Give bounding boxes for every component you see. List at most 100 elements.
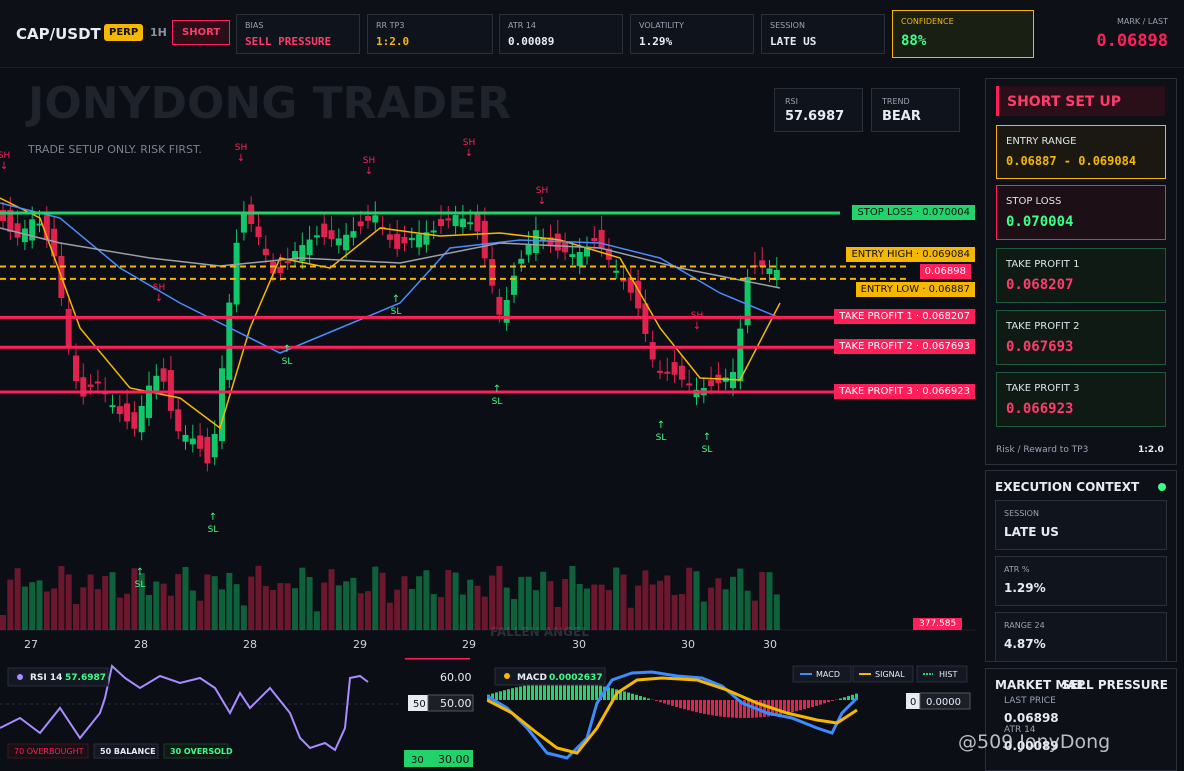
decor-volume [730, 577, 736, 630]
confidence: CONFIDENCE 88% [892, 10, 1034, 58]
label: ATR 14 [508, 21, 536, 30]
decor-candle [365, 216, 371, 221]
decor-volume [489, 576, 495, 630]
marker-label: SH [235, 143, 247, 153]
last-value: 0.06898 [1004, 711, 1059, 725]
decor-volume [635, 586, 641, 630]
label: RR TP3 [376, 21, 404, 30]
decor-candle [241, 214, 247, 232]
label: VOLATILITY [639, 21, 684, 30]
value: LATE US [1004, 525, 1059, 539]
decor-volume [467, 580, 473, 630]
context-title: EXECUTION CONTEXT [995, 480, 1139, 494]
setup-title-bar: SHORT SET UP [996, 86, 1165, 116]
decor-volume [438, 597, 444, 630]
decor-volume [314, 611, 320, 630]
chart-subtitle: TRADE SETUP ONLY. RISK FIRST. [27, 143, 202, 156]
label: ENTRY RANGE [1006, 136, 1076, 147]
marker-arrow: ↓ [0, 161, 8, 172]
decor-hist [691, 700, 694, 711]
decor-volume [642, 570, 648, 630]
side: SHORT [172, 20, 230, 45]
decor-volume [387, 603, 393, 630]
decor-hist [679, 700, 682, 708]
macd-value: 0.0002637 [549, 673, 603, 683]
decor-candle [336, 238, 342, 245]
decor-volume [518, 577, 524, 630]
decor-hist [839, 698, 842, 700]
decor-volume [168, 596, 174, 630]
decor-candle [204, 437, 210, 463]
level-value: 0.068207 [922, 311, 970, 322]
decor-volume [241, 605, 247, 630]
decor-volume [584, 589, 590, 630]
marker-arrow: ↑ [136, 567, 144, 578]
decor-volume [526, 577, 532, 630]
decor-volume [73, 604, 79, 630]
timeframe[interactable]: 1H [150, 26, 167, 39]
decor-candle [438, 219, 444, 226]
decor-volume [219, 589, 225, 630]
x-tick-label: 30 [763, 638, 777, 651]
marker-label: SL [492, 397, 503, 407]
level-value: 0.070004 [922, 207, 970, 218]
decor-volume [153, 582, 159, 630]
decor-volume [460, 595, 466, 630]
decor-hist [531, 684, 534, 700]
decor-candle [402, 237, 408, 243]
decor-hist [591, 684, 594, 700]
zero-badge: 0 [910, 697, 916, 708]
decor-hist [831, 700, 834, 701]
decor-hist [519, 686, 522, 700]
badge: PERP [104, 24, 143, 41]
decor-volume [423, 570, 429, 630]
decor-volume [270, 590, 276, 630]
decor-candle [708, 380, 714, 386]
decor-hist [583, 683, 586, 700]
marker-arrow: ↑ [703, 432, 711, 443]
decor-candle [358, 221, 364, 226]
decor-hist [727, 700, 730, 717]
value: 57.6987 [785, 109, 844, 124]
decor-volume [774, 594, 780, 630]
marker-arrow: ↑ [392, 294, 400, 305]
label: RANGE 24 [1004, 621, 1045, 630]
decor-hist [671, 700, 674, 706]
decor-candle [263, 249, 269, 255]
decor-hist [851, 695, 854, 700]
decor-volume [715, 578, 721, 630]
decor-volume [226, 573, 232, 630]
decor-volume [664, 575, 670, 630]
decor-volume [606, 590, 612, 630]
decor-volume [190, 591, 196, 630]
decor-hist [659, 700, 662, 702]
decor-volume [307, 577, 313, 630]
decor-candle [475, 213, 481, 231]
level-value: 0.06887 [929, 284, 970, 295]
decor-hist [735, 700, 738, 718]
decor-candle [329, 230, 335, 239]
decor-volume [767, 572, 773, 630]
marker-arrow: ↓ [237, 153, 245, 164]
decor-candle [153, 376, 159, 391]
decor-volume [248, 577, 254, 630]
label: TREND [882, 97, 910, 106]
decor-volume [475, 586, 481, 630]
volume-label: 377.585 [913, 618, 962, 630]
decor-volume [256, 566, 262, 630]
decor-volume [686, 568, 692, 630]
decor-volume [577, 584, 583, 630]
decor-hist [683, 700, 686, 709]
decor-hist [507, 689, 510, 700]
decor-candle [504, 300, 510, 323]
decor-volume [66, 574, 72, 630]
label: TAKE PROFIT 1 [1006, 259, 1079, 270]
decor-hist [819, 700, 822, 705]
value: 1.29% [1004, 581, 1046, 595]
decor-hist [535, 684, 538, 700]
rsi-panel: RSI 14 57.6987 60.00 50 50.00 30 30.00 7… [0, 658, 480, 769]
